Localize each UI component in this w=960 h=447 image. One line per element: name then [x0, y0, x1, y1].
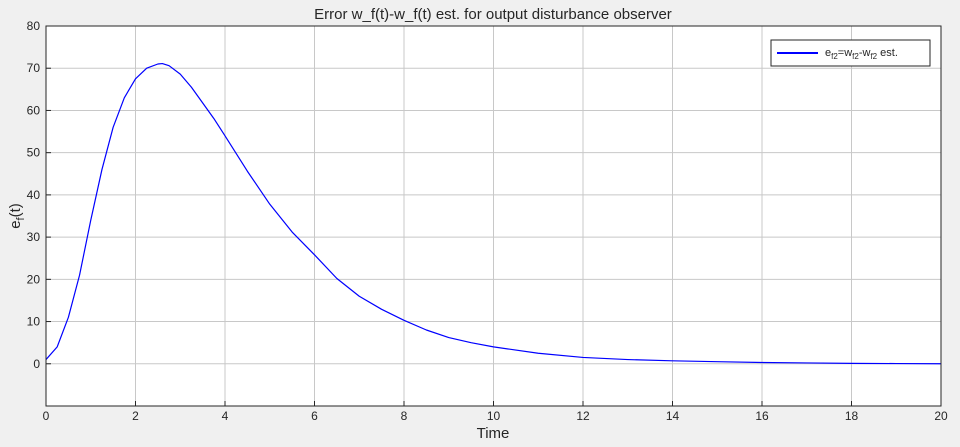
y-axis-label-tail: (t): [7, 203, 24, 217]
y-axis-label-sub: f: [15, 216, 27, 220]
y-tick-label: 40: [27, 188, 41, 202]
y-tick-label: 10: [27, 315, 41, 329]
legend-e: e: [825, 47, 831, 59]
y-tick-label: 30: [27, 230, 41, 244]
series-layer: [45, 62, 942, 365]
x-tick-label: 8: [401, 409, 408, 423]
y-tick-label: 0: [33, 357, 40, 371]
x-tick-label: 14: [666, 409, 680, 423]
y-tick-label: 50: [27, 146, 41, 160]
legend-w1-sub: f2: [852, 52, 859, 61]
y-tick-label: 20: [27, 272, 41, 286]
y-axis-label: ef(t): [7, 203, 27, 229]
y-tick-label: 70: [27, 61, 41, 75]
x-tick-label: 6: [311, 409, 318, 423]
legend-label: ef2=wf2-wf2 est.: [825, 47, 898, 61]
x-tick-label: 20: [934, 409, 948, 423]
legend-w2-sub: f2: [870, 52, 877, 61]
y-tick-label: 80: [27, 19, 41, 33]
legend[interactable]: ef2=wf2-wf2 est.: [770, 39, 931, 67]
y-tick-label: 60: [27, 103, 41, 117]
x-tick-label: 12: [576, 409, 590, 423]
ticks: 0 2 4 6 8 10 12 14 16 18 20 0 10 20 30 40 50 60 70 80: [27, 19, 948, 423]
x-tick-label: 2: [132, 409, 139, 423]
legend-tail: est.: [877, 47, 898, 59]
legend-dash-w: -w: [859, 47, 871, 59]
x-tick-label: 16: [755, 409, 769, 423]
x-tick-label: 10: [487, 409, 501, 423]
x-tick-label: 4: [222, 409, 229, 423]
x-tick-label: 0: [43, 409, 50, 423]
x-axis-label: Time: [477, 425, 510, 442]
x-tick-label: 18: [845, 409, 859, 423]
y-axis-label-main: e: [7, 220, 24, 228]
series-line: [45, 62, 942, 365]
legend-e-sub: f2: [831, 52, 838, 61]
legend-eq-w: =w: [838, 47, 852, 59]
chart-title: Error w_f(t)-w_f(t) est. for output dist…: [314, 6, 672, 23]
